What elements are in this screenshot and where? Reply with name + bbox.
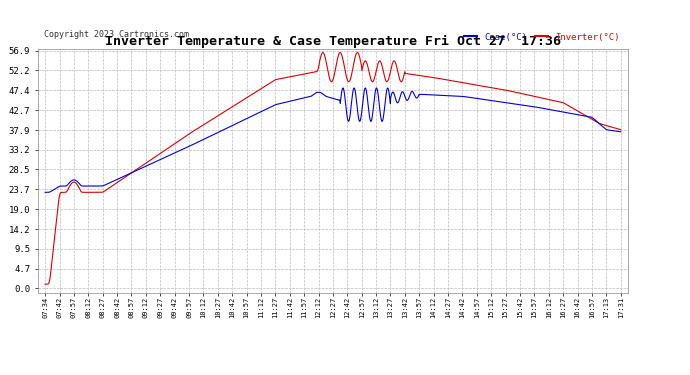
Text: Copyright 2023 Cartronics.com: Copyright 2023 Cartronics.com [44,30,189,39]
Title: Inverter Temperature & Case Temperature Fri Oct 27  17:36: Inverter Temperature & Case Temperature … [105,34,561,48]
Legend: Case(°C), Inverter(°C): Case(°C), Inverter(°C) [460,29,623,45]
